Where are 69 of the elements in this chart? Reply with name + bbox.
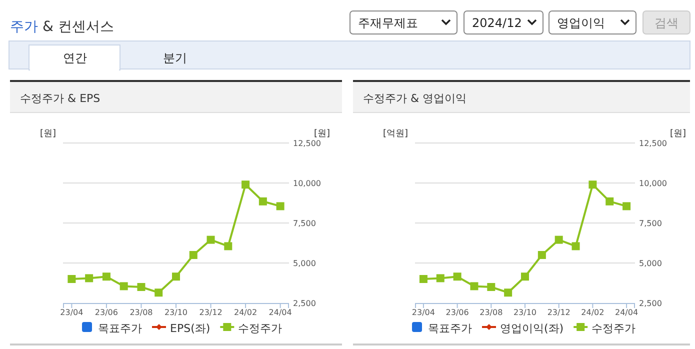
point [453,272,462,281]
legend-label: 영업이익(좌) [500,322,564,335]
x-tick-label: 23/12 [547,308,570,317]
y2-tick-label: 7,500 [293,219,316,228]
point [504,288,512,297]
point [572,242,580,250]
point [85,274,94,282]
legend-label: 목표주가 [98,322,142,335]
chart-title: 수정주가 & 영업이익 [363,92,467,105]
point [189,251,198,259]
legend-label: 목표주가 [428,322,472,335]
x-tick-label: 23/08 [480,308,503,317]
legend-label: EPS(좌) [170,322,210,335]
text: 주가 & 컨센서스 [10,19,114,35]
text: 검색 [654,16,678,30]
y2-tick-label: 5,000 [639,259,662,268]
chart-title: 수정주가 & EPS [20,92,100,105]
point [242,180,250,189]
y2-tick-label: 12,500 [639,139,667,148]
x-tick-label: 23/10 [513,308,537,317]
x-tick-label: 23/04 [60,308,84,317]
legend-label: 수정주가 [592,322,636,335]
point [521,272,529,281]
y2-tick-label: 10,000 [639,179,667,188]
point [588,180,597,189]
point [258,197,267,206]
point [554,236,563,244]
point [538,251,546,259]
point [154,288,163,297]
point [137,283,146,291]
point [68,275,76,283]
x-tick-label: 24/04 [268,308,292,317]
point [206,236,215,244]
y2-tick-label: 10,000 [293,179,321,188]
y-axis-title: [원] [40,129,56,139]
text: 주재무제표 [358,16,418,30]
text: 연간 [63,51,87,65]
point [487,283,496,291]
text: 2024/12 [472,16,522,30]
x-tick-label: 23/12 [199,308,222,317]
x-tick-label: 23/06 [94,308,118,317]
legend-label: 수정주가 [238,322,282,335]
point [276,202,284,210]
y2-tick-label: 2,500 [639,299,662,308]
y2-tick-label: 5,000 [293,259,316,268]
x-tick-label: 23/06 [446,308,469,317]
point [436,274,444,282]
x-tick-label: 24/02 [581,308,604,317]
x-tick-label: 24/04 [615,308,638,317]
y-axis-title: [억원] [383,129,408,139]
y2-tick-label: 2,500 [293,299,316,308]
point [120,282,128,290]
point [102,272,110,281]
text: 분기 [163,51,187,65]
y2-axis-title: [원] [670,129,686,139]
x-tick-label: 23/04 [412,308,435,317]
x-tick-label: 24/02 [234,308,258,317]
point [606,197,614,206]
point [622,202,631,210]
x-tick-label: 23/10 [164,308,188,317]
point [224,242,232,250]
point [419,275,428,283]
y2-tick-label: 12,500 [293,139,321,148]
y2-tick-label: 7,500 [639,219,662,228]
y2-axis-title: [원] [314,129,330,139]
point [470,282,478,290]
point [172,272,180,281]
x-tick-label: 23/08 [130,308,153,317]
text: 영업이익 [557,16,605,30]
